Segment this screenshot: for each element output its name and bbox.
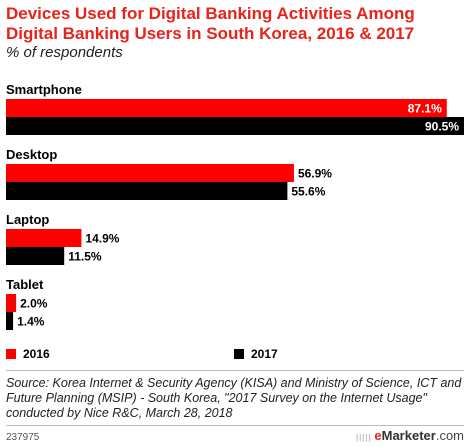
brand-domain: .com: [435, 428, 464, 443]
chart-legend: 2016 2017: [0, 347, 470, 363]
brand-mark: |||||: [356, 433, 372, 442]
data-label-tablet-2017: 1.4%: [17, 315, 45, 329]
data-label-tablet-2016: 2.0%: [20, 297, 48, 311]
brand-logo: ||||| eMarketer.com: [356, 428, 464, 443]
data-label-smartphone-2017: 90.5%: [425, 120, 459, 134]
bar-tablet-2017: [6, 312, 14, 330]
legend-label-2016: 2016: [23, 347, 50, 361]
legend-item-2016: 2016: [6, 347, 50, 361]
data-label-desktop-2017: 55.6%: [291, 185, 325, 199]
chart-subtitle: % of respondents: [6, 44, 123, 61]
bar-smartphone-2017: [6, 117, 464, 135]
legend-swatch-2016: [6, 349, 16, 359]
legend-label-2017: 2017: [251, 347, 278, 361]
bar-laptop-2017: [6, 247, 65, 265]
footer-divider: [6, 425, 464, 426]
bar-chart: Smartphone 87.1% 90.5% Desktop 56.9% 55.6% Lap…: [6, 82, 464, 330]
bar-smartphone-2016: [6, 99, 447, 117]
data-label-laptop-2017: 11.5%: [68, 250, 102, 264]
source-divider: [6, 370, 464, 371]
brand-e: e: [374, 428, 382, 443]
chart-id: 237975: [6, 432, 40, 443]
bar-laptop-2016: [6, 229, 82, 247]
legend-item-2017: 2017: [234, 347, 278, 361]
brand-name: Marketer: [381, 428, 436, 443]
category-label-desktop: Desktop: [6, 147, 57, 162]
category-label-smartphone: Smartphone: [6, 82, 82, 97]
legend-swatch-2017: [234, 349, 244, 359]
category-label-tablet: Tablet: [6, 277, 44, 292]
category-label-laptop: Laptop: [6, 212, 49, 227]
bar-desktop-2017: [6, 182, 288, 200]
data-label-desktop-2016: 56.9%: [298, 167, 332, 181]
data-label-laptop-2016: 14.9%: [85, 232, 119, 246]
data-label-smartphone-2016: 87.1%: [408, 102, 442, 116]
chart-source: Source: Korea Internet & Security Agency…: [6, 376, 462, 420]
bar-tablet-2016: [6, 294, 17, 312]
chart-title: Devices Used for Digital Banking Activit…: [6, 4, 415, 43]
bar-desktop-2016: [6, 164, 294, 182]
